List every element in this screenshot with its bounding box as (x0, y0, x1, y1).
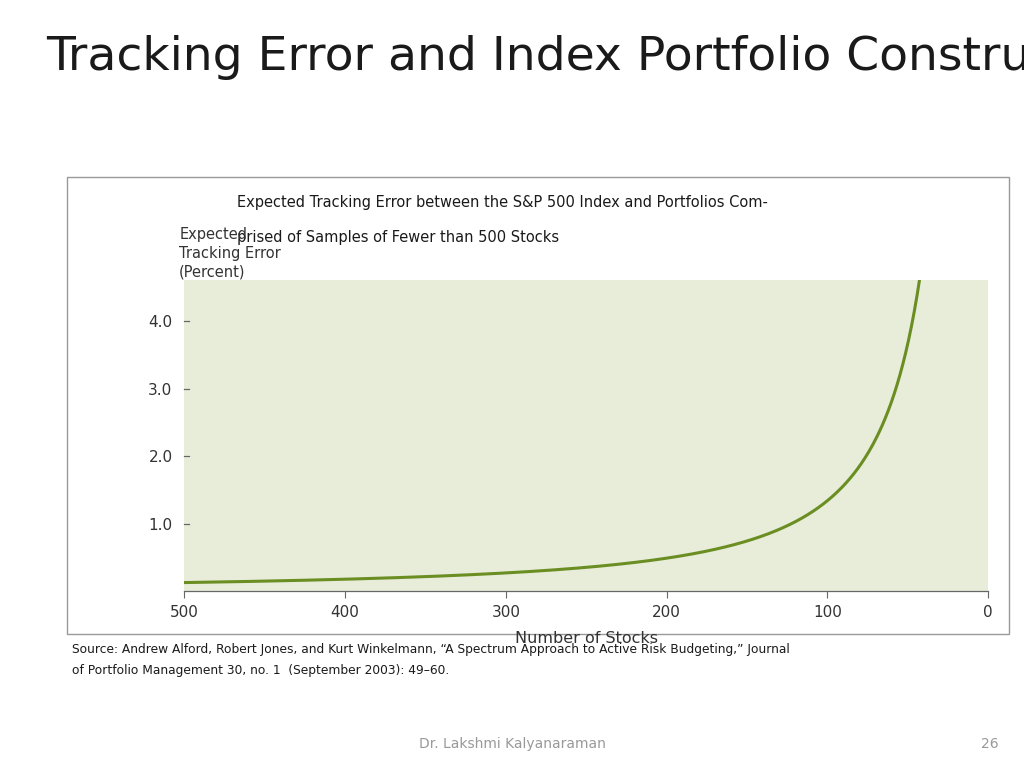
Text: of Portfolio Management 30, no. 1  (September 2003): 49–60.: of Portfolio Management 30, no. 1 (Septe… (72, 664, 449, 677)
Text: Source: Andrew Alford, Robert Jones, and Kurt Winkelmann, “A Spectrum Approach t: Source: Andrew Alford, Robert Jones, and… (72, 643, 790, 656)
Text: 26: 26 (981, 737, 998, 751)
Text: Expected: Expected (179, 227, 247, 242)
X-axis label: Number of Stocks: Number of Stocks (515, 631, 657, 647)
Text: Tracking Error and Index Portfolio Construction: Tracking Error and Index Portfolio Const… (46, 35, 1024, 80)
Text: Dr. Lakshmi Kalyanaraman: Dr. Lakshmi Kalyanaraman (419, 737, 605, 751)
Text: Expected Tracking Error between the S&P 500 Index and Portfolios Com-: Expected Tracking Error between the S&P … (237, 195, 768, 210)
Text: prised of Samples of Fewer than 500 Stocks: prised of Samples of Fewer than 500 Stoc… (237, 230, 559, 245)
Text: Tracking Error: Tracking Error (179, 246, 281, 261)
Text: (Percent): (Percent) (179, 265, 246, 280)
Text: Exhibit 15.3: Exhibit 15.3 (91, 210, 194, 224)
